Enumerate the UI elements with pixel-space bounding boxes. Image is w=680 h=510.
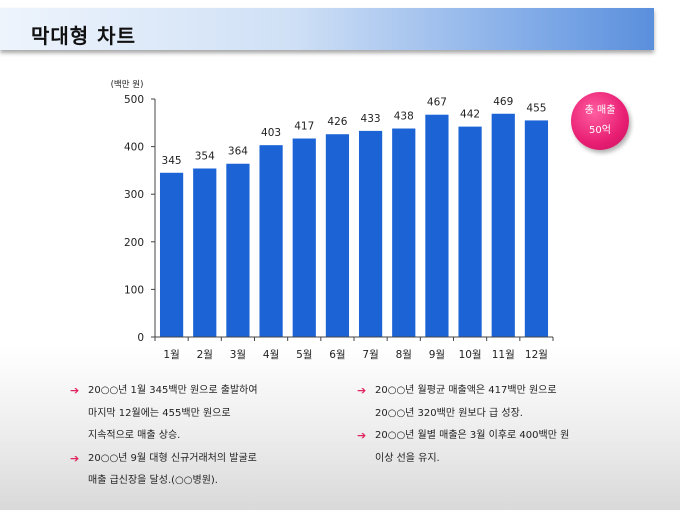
data-label: 403	[261, 127, 281, 139]
bar	[425, 114, 449, 337]
note-item: ➔ 20○○년 월별 매출은 3월 이후로 400백만 원 이상 선을 유지.	[357, 425, 569, 470]
notes-left: ➔ 20○○년 1월 345백만 원으로 출발하여 마지막 12월에는 455백…	[70, 380, 258, 493]
x-tick-label: 12월	[525, 349, 548, 361]
note-line: 20○○년 1월 345백만 원으로 출발하여	[88, 385, 258, 396]
data-label: 469	[493, 96, 513, 108]
page-title: 막대형 차트	[31, 24, 136, 48]
note-item: ➔ 20○○년 월평균 매출액은 417백만 원으로 20○○년 320백만 원…	[357, 380, 569, 425]
x-tick-label: 2월	[197, 349, 213, 361]
data-label: 442	[460, 109, 480, 121]
x-tick-label: 10월	[459, 349, 482, 361]
note-line: 이상 선을 유지.	[375, 452, 440, 464]
bar	[458, 126, 482, 337]
notes-right: ➔ 20○○년 월평균 매출액은 417백만 원으로 20○○년 320백만 원…	[357, 380, 569, 470]
x-tick-label: 9월	[429, 349, 445, 361]
arrow-icon: ➔	[70, 451, 80, 465]
x-tick-label: 11월	[492, 349, 515, 361]
data-label: 438	[394, 111, 414, 123]
x-tick-label: 3월	[230, 349, 246, 361]
total-sales-badge: 총 매출 50억	[571, 92, 629, 150]
y-tick-label: 300	[124, 189, 144, 201]
bar	[491, 113, 515, 337]
x-tick-label: 4월	[263, 349, 279, 361]
x-tick-label: 5월	[296, 349, 312, 361]
badge-label: 총 매출	[584, 105, 616, 116]
bar-chart: (백만 원) 345 1월 354 2월 364 3월 403 4월 417 5월 426 6월 433 7…	[111, 79, 554, 361]
data-label: 455	[526, 102, 546, 114]
y-tick-label: 0	[137, 332, 144, 344]
bar	[325, 134, 350, 337]
note-line: 20○○년 월별 매출은 3월 이후로 400백만 원	[375, 430, 570, 441]
y-tick-label: 100	[124, 284, 144, 296]
data-label: 467	[427, 97, 447, 109]
data-label: 426	[327, 116, 347, 128]
y-tick-label: 500	[124, 94, 144, 106]
note-line: 매출 급신장을 달성.(○○병원).	[88, 475, 218, 486]
bar	[193, 168, 217, 337]
data-label: 364	[228, 146, 248, 158]
data-label: 433	[361, 113, 381, 125]
bar	[392, 128, 416, 337]
arrow-icon: ➔	[357, 384, 367, 397]
x-tick-label: 1월	[163, 349, 179, 361]
y-tick-label: 200	[124, 237, 144, 249]
note-item: ➔ 20○○년 1월 345백만 원으로 출발하여 마지막 12월에는 455백…	[70, 380, 258, 448]
y-tick-label: 400	[124, 142, 144, 154]
arrow-icon: ➔	[357, 429, 367, 442]
x-tick-label: 7월	[362, 349, 378, 361]
note-item: ➔ 20○○년 9월 대형 신규거래처의 발굴로 매출 급신장을 달성.(○○병…	[70, 448, 258, 493]
note-line: 20○○년 320백만 원보다 급 성장.	[375, 407, 523, 419]
badge-value: 50억	[589, 125, 611, 136]
bar	[524, 120, 549, 337]
bar	[292, 138, 316, 337]
bar	[259, 145, 283, 337]
data-label: 417	[294, 121, 314, 133]
bar	[159, 172, 184, 337]
x-tick-label: 6월	[329, 349, 345, 361]
bar	[358, 130, 383, 337]
x-tick-label: 8월	[396, 349, 412, 361]
data-label: 354	[195, 150, 215, 162]
note-line: 20○○년 9월 대형 신규거래처의 발굴로	[88, 452, 257, 464]
note-line: 마지막 12월에는 455백만 원으로	[88, 407, 231, 419]
y-unit-label: (백만 원)	[111, 79, 144, 90]
note-line: 20○○년 월평균 매출액은 417백만 원으로	[375, 385, 557, 396]
data-label: 345	[162, 155, 182, 167]
bar	[226, 163, 250, 337]
arrow-icon: ➔	[70, 384, 80, 397]
title-bar	[0, 8, 654, 50]
note-line: 지속적으로 매출 상승.	[88, 430, 181, 441]
